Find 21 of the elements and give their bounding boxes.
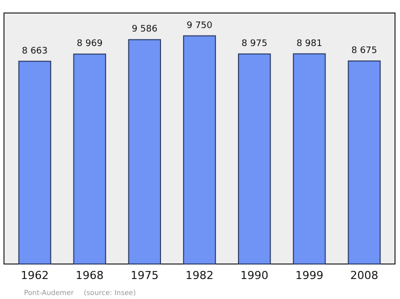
bar [292,53,326,264]
bar [128,39,162,264]
data-label: 8 675 [351,46,378,56]
bar [183,35,216,264]
data-label: 8 969 [76,39,103,50]
bar [73,54,106,264]
x-tick-label: 1982 [186,269,214,282]
data-label: 8 975 [242,38,268,49]
x-tick-label: 1968 [76,269,104,282]
x-tick-label: 1962 [20,269,49,282]
data-label: 9 586 [132,24,158,35]
bar [348,60,381,264]
x-tick-label: 1990 [240,269,268,282]
bar [18,60,52,264]
data-label: 9 750 [186,20,213,31]
data-label: 8 663 [22,46,48,56]
x-tick-label: 1975 [130,269,159,282]
x-tick-label: 1999 [295,269,324,282]
x-tick-label: 2008 [350,269,378,282]
bar [238,53,271,264]
data-label: 8 981 [296,38,322,49]
